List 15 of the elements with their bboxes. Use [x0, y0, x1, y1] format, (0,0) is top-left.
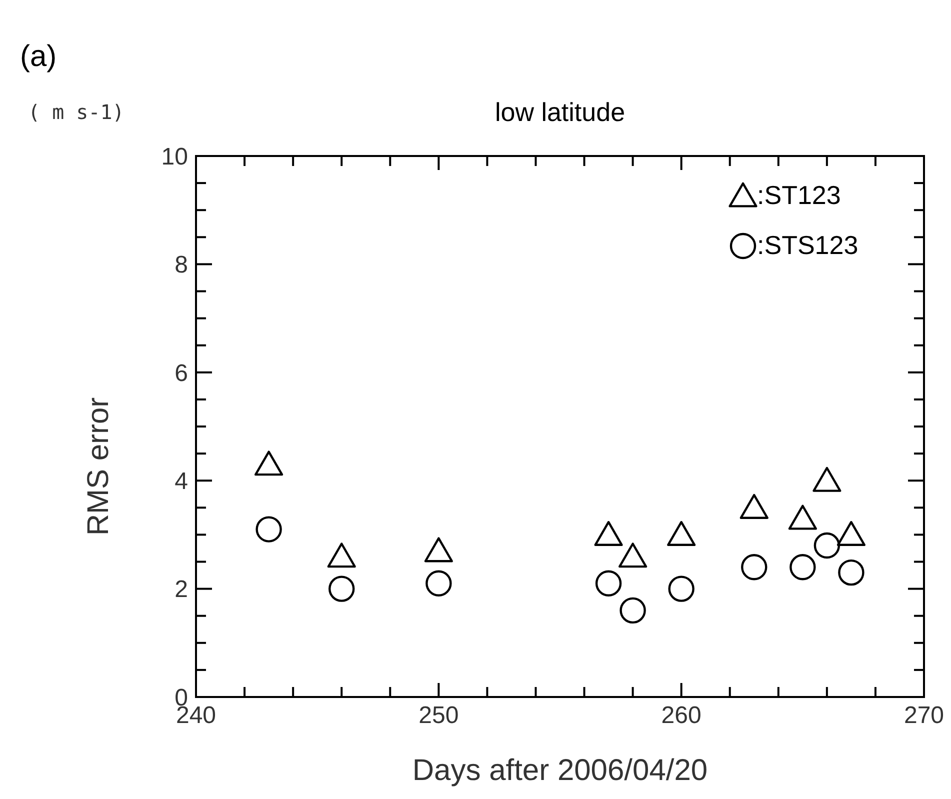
chart-title: low latitude [494, 97, 626, 127]
x-tick-label: 270 [904, 702, 944, 729]
text: ( m s-1) [28, 100, 124, 124]
y-tick-label: 10 [161, 143, 188, 170]
y-tick-label: 2 [174, 576, 188, 604]
legend-label: :STS123 [757, 230, 858, 260]
x-tick-label: 260 [661, 702, 702, 729]
y-tick-label: 8 [174, 252, 188, 279]
x-axis-title: Days after 2006/04/20 [412, 754, 708, 787]
y-axis-title: RMS error [82, 397, 115, 536]
x-tick-label: 250 [418, 702, 459, 729]
y-tick-label: 4 [174, 468, 188, 495]
text: (a) [20, 40, 57, 73]
y-tick-label: 6 [174, 360, 188, 387]
legend-label: :ST123 [757, 180, 841, 210]
